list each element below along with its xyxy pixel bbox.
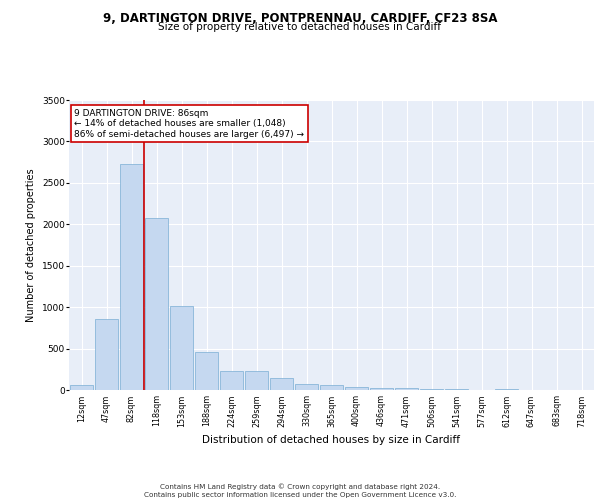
Text: Contains HM Land Registry data © Crown copyright and database right 2024.
Contai: Contains HM Land Registry data © Crown c… bbox=[144, 484, 456, 498]
Text: 9, DARTINGTON DRIVE, PONTPRENNAU, CARDIFF, CF23 8SA: 9, DARTINGTON DRIVE, PONTPRENNAU, CARDIF… bbox=[103, 12, 497, 26]
Bar bbox=[170, 306, 193, 390]
Bar bbox=[95, 318, 118, 390]
Y-axis label: Number of detached properties: Number of detached properties bbox=[26, 168, 36, 322]
Bar bbox=[420, 388, 443, 390]
Bar bbox=[395, 388, 418, 390]
Bar bbox=[245, 370, 268, 390]
Bar bbox=[145, 218, 168, 390]
Text: 9 DARTINGTON DRIVE: 86sqm
← 14% of detached houses are smaller (1,048)
86% of se: 9 DARTINGTON DRIVE: 86sqm ← 14% of detac… bbox=[74, 108, 304, 138]
Bar bbox=[345, 386, 368, 390]
Bar bbox=[270, 378, 293, 390]
Bar bbox=[445, 389, 468, 390]
Bar bbox=[320, 386, 343, 390]
Bar bbox=[220, 371, 243, 390]
Bar bbox=[295, 384, 318, 390]
Bar bbox=[120, 164, 143, 390]
Bar bbox=[70, 386, 93, 390]
Bar bbox=[195, 352, 218, 390]
Bar bbox=[370, 388, 393, 390]
Text: Size of property relative to detached houses in Cardiff: Size of property relative to detached ho… bbox=[158, 22, 442, 32]
X-axis label: Distribution of detached houses by size in Cardiff: Distribution of detached houses by size … bbox=[203, 435, 461, 445]
